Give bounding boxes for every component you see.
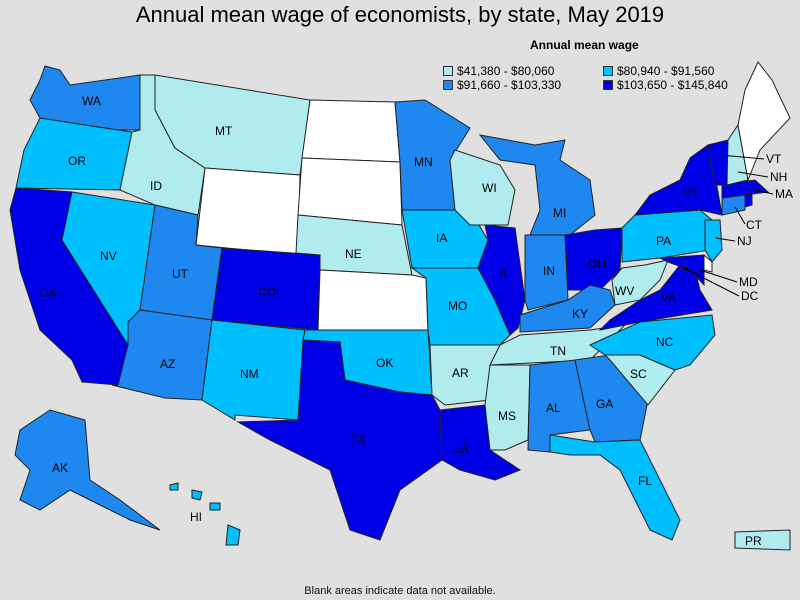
legend-swatch-3 bbox=[443, 80, 453, 90]
state-NC[interactable] bbox=[588, 314, 716, 371]
state-MA[interactable] bbox=[721, 179, 770, 199]
state-SD[interactable] bbox=[297, 157, 403, 226]
state-VA[interactable] bbox=[598, 264, 713, 331]
leader-VT bbox=[719, 154, 765, 160]
state-ND[interactable] bbox=[301, 99, 401, 163]
state-label-PA: PA bbox=[656, 234, 671, 248]
state-label-NJ: NJ bbox=[737, 234, 752, 248]
state-MD[interactable] bbox=[658, 254, 705, 287]
legend-swatch-2 bbox=[603, 66, 613, 76]
state-label-AL: AL bbox=[546, 401, 561, 415]
legend-item-4: $103,650 - $145,840 bbox=[603, 78, 728, 92]
state-label-WV: WV bbox=[615, 284, 634, 298]
label-leader-lines bbox=[683, 154, 774, 297]
state-label-WI: WI bbox=[482, 181, 497, 195]
state-TX[interactable] bbox=[236, 339, 443, 541]
legend-item-3: $91,660 - $103,330 bbox=[443, 78, 561, 92]
state-label-NE: NE bbox=[345, 247, 362, 261]
state-label-CA: CA bbox=[40, 286, 57, 300]
state-label-DC: DC bbox=[741, 289, 759, 303]
state-label-GA: GA bbox=[596, 397, 613, 411]
state-AR[interactable] bbox=[429, 344, 501, 406]
state-label-IN: IN bbox=[543, 264, 555, 278]
state-label-MA: MA bbox=[775, 187, 793, 201]
state-KS[interactable] bbox=[317, 269, 429, 331]
state-label-UT: UT bbox=[172, 267, 189, 281]
state-label-TN: TN bbox=[550, 344, 566, 358]
legend-label-4: $103,650 - $145,840 bbox=[617, 78, 728, 92]
state-IN[interactable] bbox=[524, 234, 569, 311]
state-HI[interactable] bbox=[169, 482, 241, 546]
state-label-AZ: AZ bbox=[160, 357, 175, 371]
state-label-MN: MN bbox=[414, 155, 433, 169]
state-label-NV: NV bbox=[100, 249, 117, 263]
legend-swatch-4 bbox=[603, 80, 613, 90]
state-label-OK: OK bbox=[376, 356, 393, 370]
state-label-NC: NC bbox=[656, 335, 674, 349]
state-label-MO: MO bbox=[448, 299, 467, 313]
state-label-OR: OR bbox=[68, 154, 86, 168]
state-KY[interactable] bbox=[519, 284, 616, 333]
legend-title: Annual mean wage bbox=[530, 38, 639, 52]
state-MI[interactable] bbox=[478, 134, 596, 236]
state-label-MS: MS bbox=[498, 409, 516, 423]
state-label-CO: CO bbox=[258, 285, 276, 299]
legend-item-1: $41,380 - $80,060 bbox=[443, 64, 554, 78]
state-label-KY: KY bbox=[572, 307, 588, 321]
leader-CT bbox=[734, 206, 746, 225]
state-label-ID: ID bbox=[150, 179, 162, 193]
state-label-MD: MD bbox=[739, 275, 758, 289]
state-label-MI: MI bbox=[553, 206, 566, 220]
state-label-IL: IL bbox=[500, 267, 510, 281]
leader-DC bbox=[683, 267, 740, 297]
state-NJ[interactable] bbox=[704, 219, 723, 263]
state-label-AR: AR bbox=[452, 366, 469, 380]
state-label-SC: SC bbox=[630, 367, 647, 381]
state-label-VT: VT bbox=[766, 152, 782, 166]
state-NY[interactable] bbox=[633, 144, 723, 216]
state-WV[interactable] bbox=[611, 259, 669, 306]
chart-title: Annual mean wage of economists, by state… bbox=[135, 2, 665, 27]
state-AK[interactable] bbox=[14, 409, 161, 531]
state-label-IA: IA bbox=[436, 231, 447, 245]
state-label-NH: NH bbox=[770, 170, 787, 184]
leader-MD bbox=[699, 269, 738, 283]
state-label-WA: WA bbox=[82, 94, 101, 108]
leader-NJ bbox=[715, 237, 736, 242]
leader-MA bbox=[754, 189, 774, 195]
state-label-AK: AK bbox=[52, 461, 68, 475]
legend-label-2: $80,940 - $91,560 bbox=[617, 64, 715, 78]
leader-NH bbox=[737, 171, 769, 178]
legend-label-3: $91,660 - $103,330 bbox=[457, 78, 562, 92]
state-labels-layer: WA OR CA NV ID MT UT AZ CO NM NE OK TX M… bbox=[40, 94, 793, 548]
state-label-TX: TX bbox=[350, 432, 365, 446]
state-label-NM: NM bbox=[240, 367, 259, 381]
states-layer bbox=[9, 61, 791, 551]
state-label-MT: MT bbox=[215, 124, 233, 138]
state-label-NY: NY bbox=[682, 185, 699, 199]
legend-item-2: $80,940 - $91,560 bbox=[603, 64, 714, 78]
state-label-OH: OH bbox=[588, 257, 606, 271]
state-WY[interactable] bbox=[195, 167, 301, 256]
state-FL[interactable] bbox=[549, 434, 681, 541]
state-MS[interactable] bbox=[484, 364, 531, 451]
state-ME[interactable] bbox=[737, 61, 791, 182]
state-label-PR: PR bbox=[745, 534, 762, 548]
state-label-VA: VA bbox=[661, 291, 676, 305]
state-label-CT: CT bbox=[746, 218, 763, 232]
state-label-HI: HI bbox=[190, 510, 202, 524]
legend-label-1: $41,380 - $80,060 bbox=[457, 64, 555, 78]
state-label-LA: LA bbox=[454, 442, 469, 456]
legend-swatch-1 bbox=[443, 66, 453, 76]
state-RI[interactable] bbox=[744, 193, 753, 208]
state-label-FL: FL bbox=[638, 474, 652, 488]
footnote: Blank areas indicate data not available. bbox=[304, 585, 496, 597]
state-PR[interactable] bbox=[734, 529, 791, 551]
state-IL[interactable] bbox=[477, 224, 526, 336]
